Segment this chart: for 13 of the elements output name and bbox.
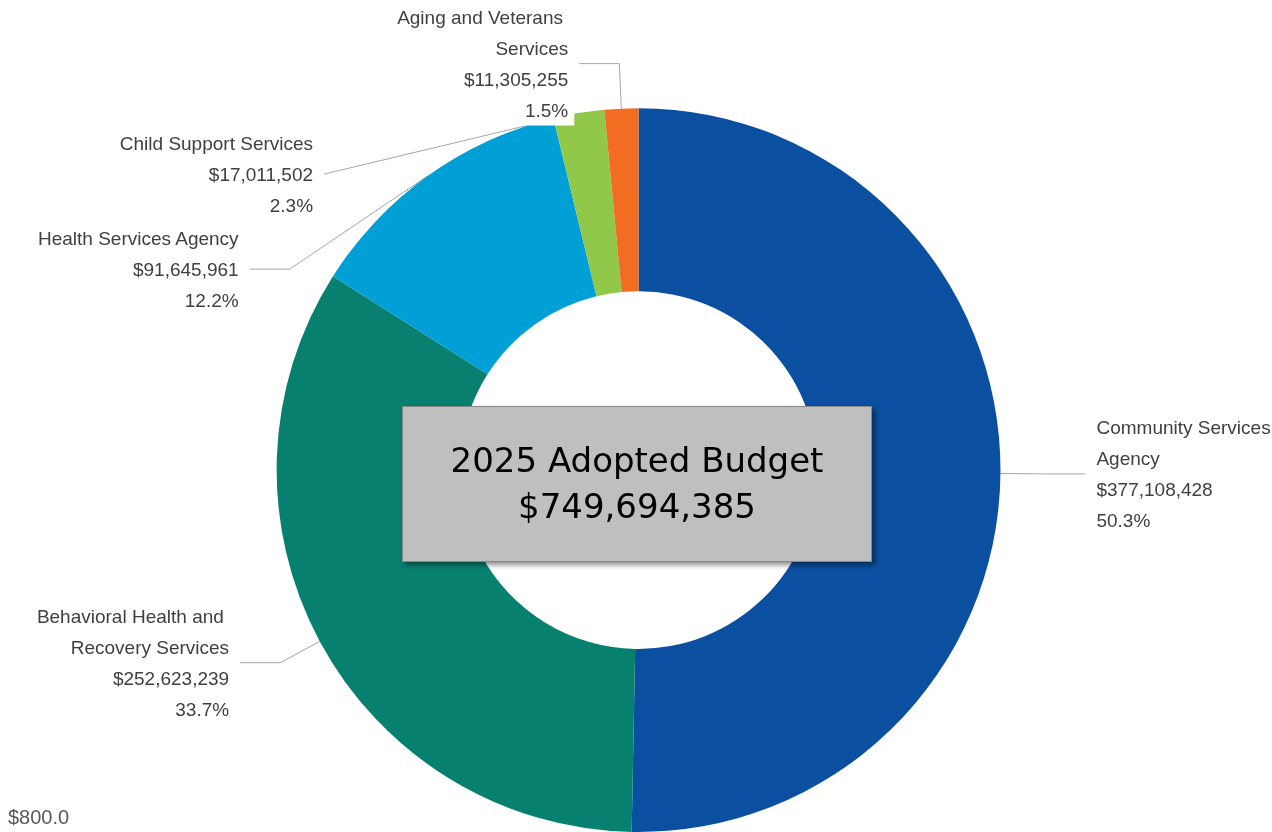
data-label: $377,108,428 50.3% <box>1096 478 1213 531</box>
text: 2025 Adopted Budget <box>450 439 824 483</box>
data-label: $91,645,961 12.2% <box>132 258 239 311</box>
data-label: $252,623,239 33.7% <box>112 667 230 720</box>
data-label: $11,305,255 1.5% <box>464 68 569 121</box>
text: $749,694,385 <box>518 485 756 528</box>
slice-label: Community Services Agency <box>1096 416 1272 469</box>
data-label: $17,011,502 2.3% <box>208 163 314 216</box>
slice-label: Health Services Agency <box>37 227 240 249</box>
slice-label: Aging and Veterans Services <box>397 6 569 59</box>
slice-label: Child Support Services <box>119 132 314 154</box>
text: $800.0 <box>8 806 70 829</box>
slice-label: Behavioral Health and Recovery Services <box>36 605 230 658</box>
